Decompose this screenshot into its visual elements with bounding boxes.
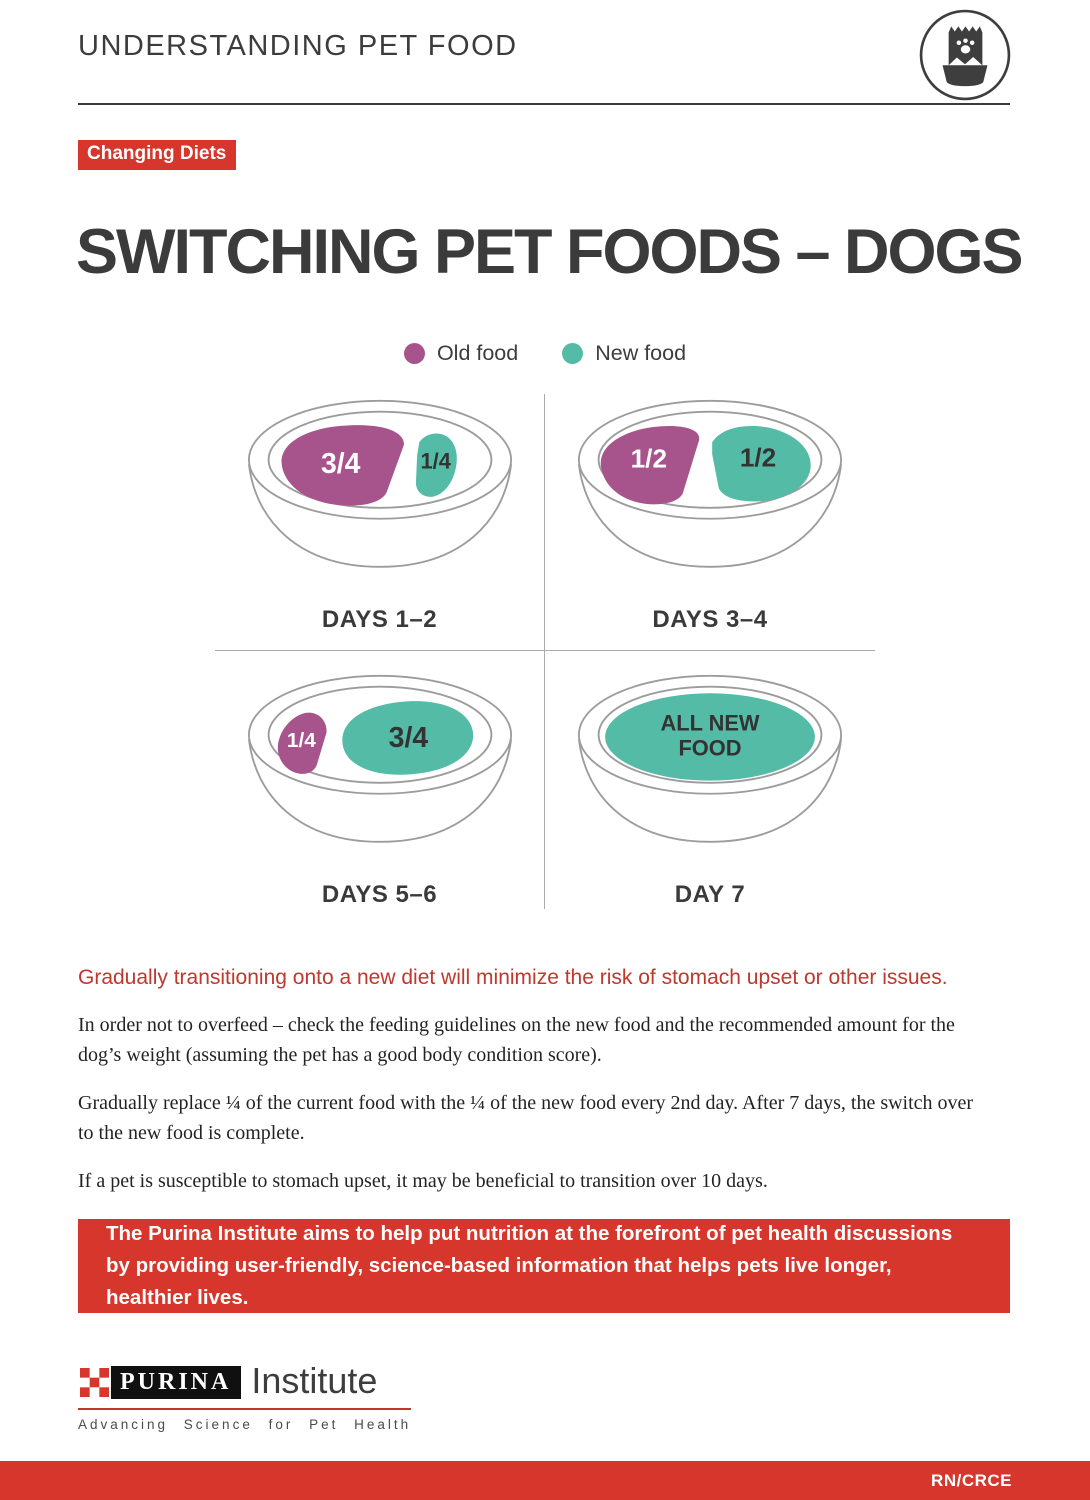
legend-label: Old food	[436, 341, 519, 365]
purina-institute-logo: PURINA Institute Advancing Science for P…	[78, 1360, 412, 1432]
svg-text:3/4: 3/4	[388, 722, 428, 754]
transition-diagram: 3/4 1/4 DAYS 1–2 1/2 1/2 DAYS 3–4 1/4 3/4 D…	[215, 394, 875, 909]
purina-wordmark: PURINA	[78, 1366, 242, 1399]
bowl-label: DAYS 3–4	[652, 606, 768, 633]
bowl-illustration-days-5-6: 1/4 3/4	[247, 674, 512, 843]
page-header-title: UNDERSTANDING PET FOOD	[78, 30, 518, 62]
bowl-panel-day-7: ALL NEW FOOD DAY 7	[545, 651, 875, 909]
svg-text:1/2: 1/2	[740, 442, 776, 472]
logo-divider	[78, 1408, 412, 1410]
paragraph-1: In order not to overfeed – check the fee…	[78, 1014, 955, 1066]
paragraph-3: If a pet is susceptible to stomach upset…	[78, 1170, 768, 1192]
purina-institute-banner: The Purina Institute aims to help put nu…	[78, 1219, 1010, 1313]
purina-checkerboard-icon	[78, 1366, 111, 1399]
legend: Old food New food	[0, 341, 1090, 366]
svg-text:1/4: 1/4	[286, 729, 315, 752]
bowl-illustration-days-1-2: 3/4 1/4	[247, 399, 512, 568]
bowl-illustration-days-3-4: 1/2 1/2	[577, 399, 843, 568]
bowl-label: DAYS 1–2	[321, 606, 438, 633]
bowl-label: DAY 7	[674, 881, 746, 908]
old-food-swatch-icon	[403, 343, 425, 364]
page-title: SWITCHING PET FOODS – DOGS	[76, 217, 1024, 287]
footer-code: RN/CRCE	[931, 1470, 1012, 1490]
legend-label: New food	[595, 341, 687, 365]
pet-food-bag-bowl-icon	[919, 9, 1011, 101]
svg-text:1/4: 1/4	[420, 449, 451, 474]
bowl-panel-days-1-2: 3/4 1/4 DAYS 1–2	[215, 394, 545, 651]
svg-text:3/4: 3/4	[320, 448, 360, 480]
paragraph-2: Gradually replace ¼ of the current food …	[78, 1092, 974, 1144]
bowl-panel-days-5-6: 1/4 3/4 DAYS 5–6	[215, 651, 545, 909]
highlight-sentence: Gradually transitioning onto a new diet …	[78, 966, 948, 989]
section-badge: Changing Diets	[78, 140, 237, 170]
svg-text:1/2: 1/2	[631, 443, 667, 473]
institute-text: Institute	[251, 1360, 378, 1401]
legend-item-new-food: New food	[562, 341, 686, 366]
banner-text: The Purina Institute aims to help put nu…	[106, 1222, 953, 1309]
purina-brand-text: PURINA	[120, 1369, 232, 1395]
logo-tagline: Advancing Science for Pet Health	[78, 1417, 412, 1432]
bowl-illustration-day-7: ALL NEW FOOD	[577, 674, 843, 843]
new-food-swatch-icon	[562, 343, 584, 364]
legend-item-old-food: Old food	[403, 341, 519, 366]
body-text: In order not to overfeed – check the fee…	[78, 1010, 978, 1214]
bowl-label: DAYS 5–6	[321, 881, 438, 908]
footer-bar: RN/CRCE	[0, 1461, 1090, 1500]
bowl-panel-days-3-4: 1/2 1/2 DAYS 3–4	[545, 394, 875, 651]
header-divider	[78, 103, 1010, 105]
